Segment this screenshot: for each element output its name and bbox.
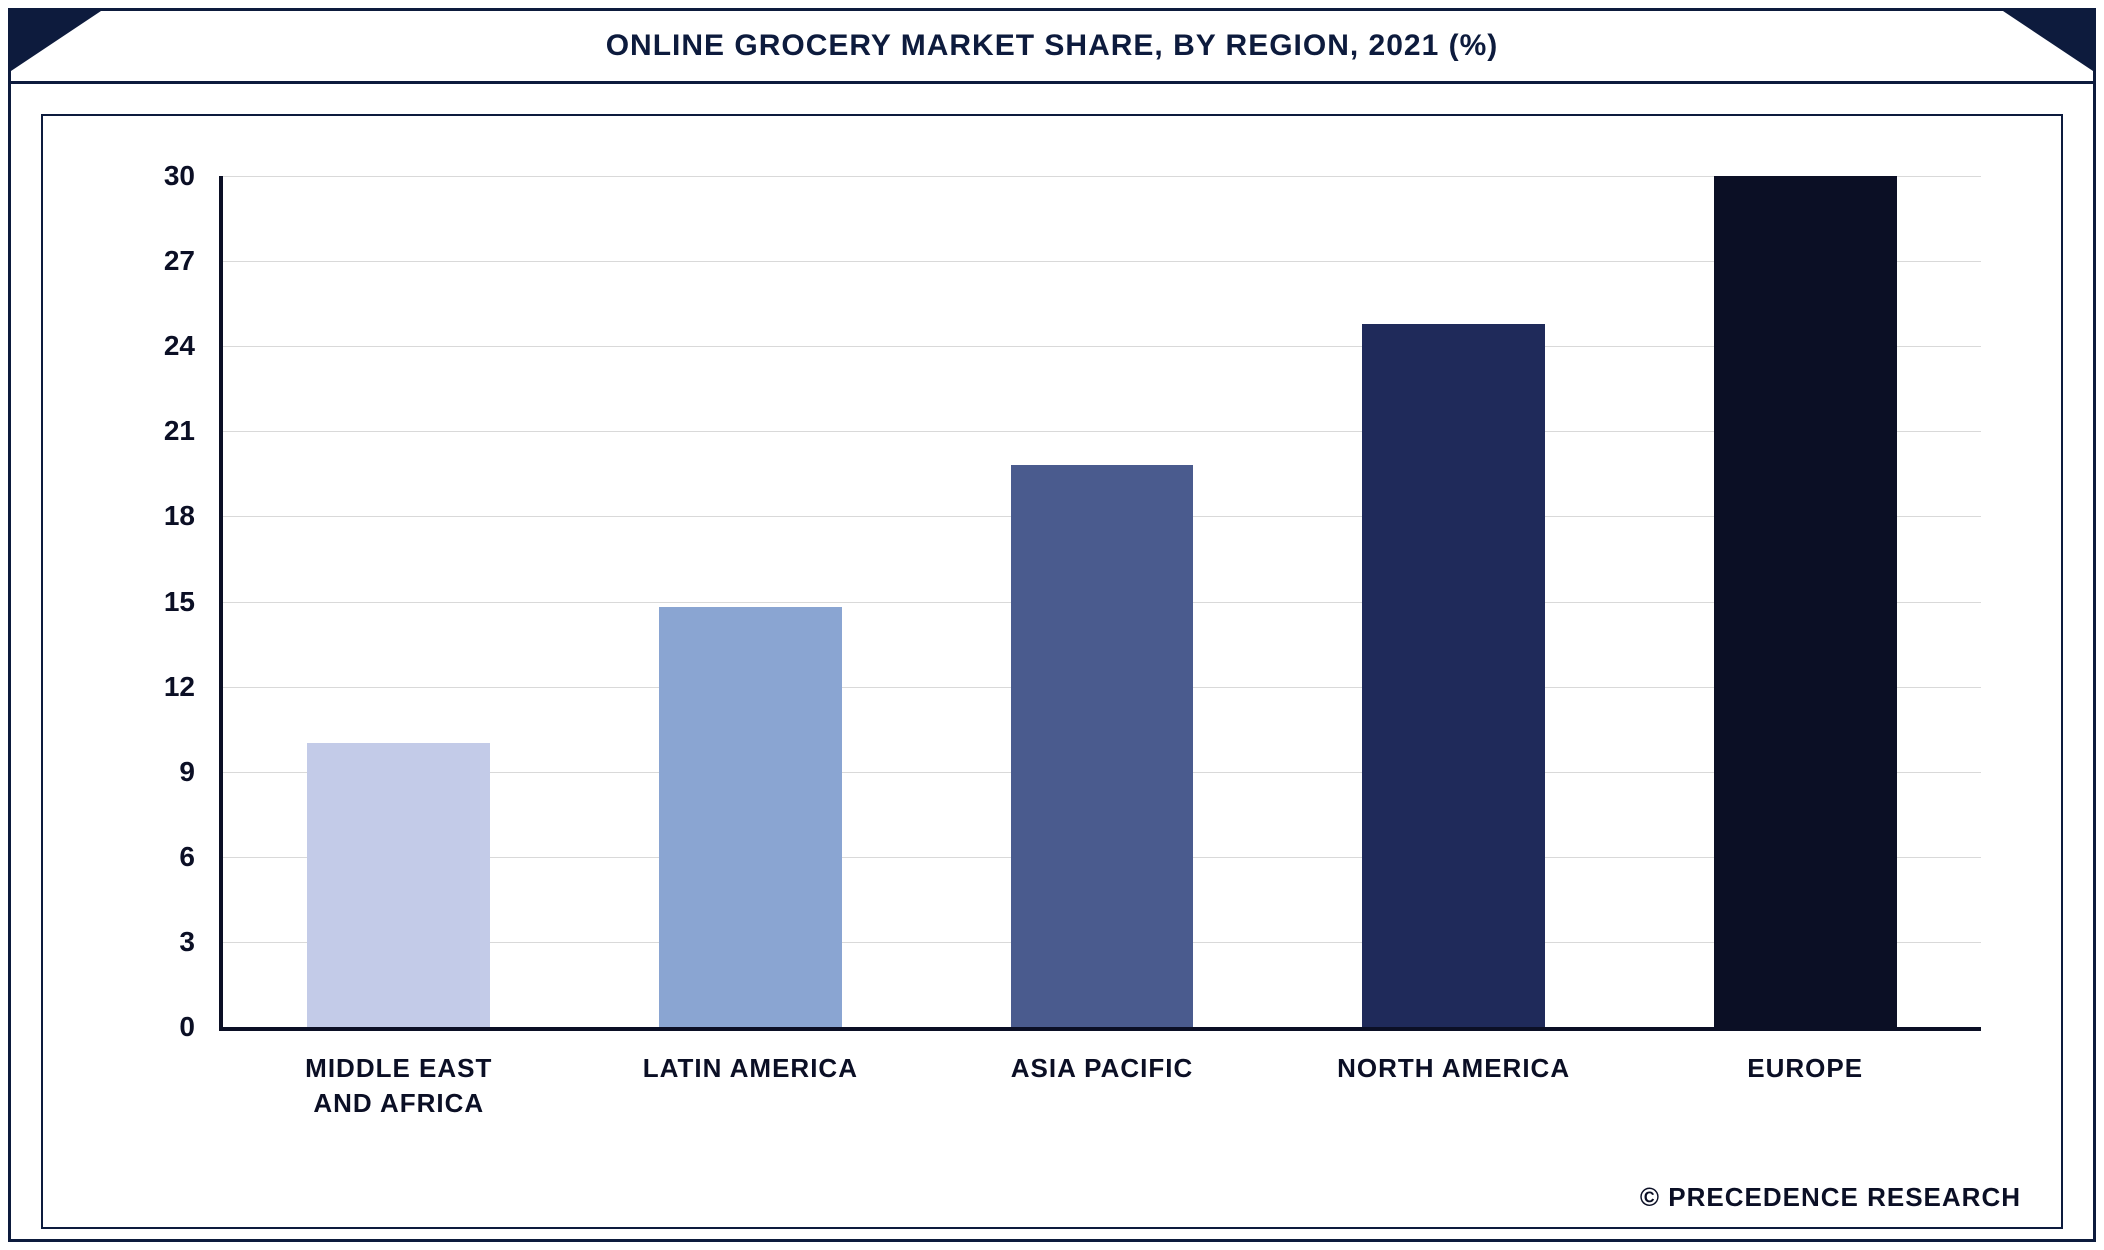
y-tick-label: 9 <box>179 756 223 788</box>
y-tick-label: 27 <box>164 245 223 277</box>
y-tick-label: 24 <box>164 330 223 362</box>
x-tick-label: ASIA PACIFIC <box>935 1027 1269 1086</box>
y-tick-label: 21 <box>164 415 223 447</box>
x-tick-label: EUROPE <box>1638 1027 1972 1086</box>
chart-frame: ONLINE GROCERY MARKET SHARE, BY REGION, … <box>8 8 2096 1242</box>
plot-area: 036912151821242730MIDDLE EAST AND AFRICA… <box>223 176 1981 1027</box>
y-tick-label: 6 <box>179 841 223 873</box>
bar <box>1362 324 1545 1027</box>
y-tick-label: 0 <box>179 1011 223 1043</box>
bar <box>307 743 490 1027</box>
bar <box>1714 176 1897 1027</box>
x-tick-label: LATIN AMERICA <box>583 1027 917 1086</box>
y-tick-label: 18 <box>164 500 223 532</box>
y-tick-label: 3 <box>179 926 223 958</box>
x-tick-label: NORTH AMERICA <box>1287 1027 1621 1086</box>
y-tick-label: 30 <box>164 160 223 192</box>
corner-decoration-top-left <box>11 11 101 71</box>
credit-text: © PRECEDENCE RESEARCH <box>1640 1182 2021 1213</box>
bar <box>659 607 842 1027</box>
y-tick-label: 15 <box>164 586 223 618</box>
chart-inner-border: 0 3 6 9 12 15 18 21 24 27 30 MIDDLE EAST AND AFRICA… <box>41 114 2063 1229</box>
corner-decoration-top-right <box>2003 11 2093 71</box>
chart-title: ONLINE GROCERY MARKET SHARE, BY REGION, … <box>606 29 1499 63</box>
y-tick-label: 12 <box>164 671 223 703</box>
x-tick-label: MIDDLE EAST AND AFRICA <box>232 1027 566 1121</box>
chart-outer: 0 3 6 9 12 15 18 21 24 27 30 MIDDLE EAST AND AFRICA… <box>11 84 2093 1239</box>
title-bar: ONLINE GROCERY MARKET SHARE, BY REGION, … <box>11 11 2093 81</box>
bar <box>1011 465 1194 1027</box>
